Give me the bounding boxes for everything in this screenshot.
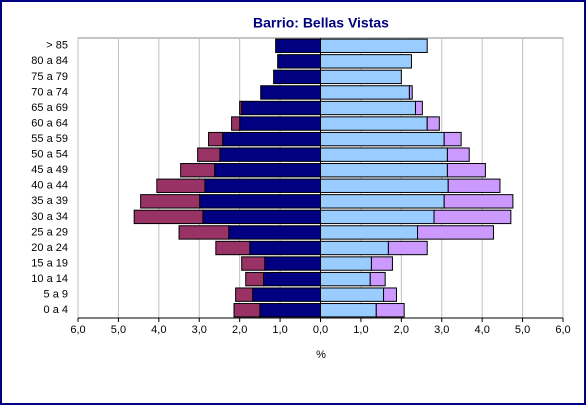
chart-title: Barrio: Bellas Vistas [253,15,389,31]
bar [320,38,428,53]
x-tick-label: 5,0 [111,324,126,336]
bar [414,100,423,116]
bar [320,85,410,100]
bar [320,100,416,116]
y-tick-label: 0 a 4 [44,304,68,316]
x-tick-label: 6,0 [70,324,85,336]
y-tick-label: 30 a 34 [31,211,68,223]
bar [264,256,322,271]
bar [320,194,445,209]
bar [369,271,386,287]
bar [202,209,321,225]
bar [222,131,321,147]
bar [320,240,389,256]
x-tick-label: 6,0 [555,324,570,336]
bar [263,271,322,287]
y-tick-label: 75 a 79 [31,71,68,83]
bar [320,163,448,178]
bar [133,209,204,225]
y-tick-label: 10 a 14 [31,273,68,285]
bar [249,240,321,256]
bar [320,69,402,85]
y-tick-label: 15 a 19 [31,257,68,269]
bar [443,131,462,147]
x-tick-label: 2,0 [394,324,409,336]
bar [235,287,254,302]
x-tick-label: 1,0 [353,324,368,336]
bar [417,225,494,240]
bar [408,85,413,100]
bar [239,116,322,131]
y-tick-label: 5 a 9 [44,289,68,301]
x-tick-label: 4,0 [475,324,490,336]
y-tick-label: 80 a 84 [31,55,68,67]
y-tick-label: 60 a 64 [31,117,68,129]
bar [219,147,321,162]
bar [228,225,321,240]
bar [320,147,448,162]
bar [320,178,449,193]
bar [375,303,405,318]
bar [443,194,514,209]
bar [204,178,322,193]
bar [320,256,372,271]
y-tick-label: 35 a 39 [31,195,68,207]
y-tick-label: 55 a 59 [31,133,68,145]
bar [446,163,486,178]
bar [260,85,321,100]
y-tick-label: > 85 [46,40,68,52]
x-tick-label: 3,0 [434,324,449,336]
bar [370,256,393,271]
y-tick-label: 25 a 29 [31,226,68,238]
bar [383,287,397,302]
bar [180,163,216,178]
bar [320,225,418,240]
bar [197,147,221,162]
bar [199,194,321,209]
bar [446,147,470,162]
bar [233,303,261,318]
bar [208,131,224,147]
y-tick-label: 50 a 54 [31,149,68,161]
x-tick-label: 0,0 [313,324,328,336]
bar [275,38,322,53]
x-tick-label: 3,0 [192,324,207,336]
x-tick-label: 1,0 [272,324,287,336]
bar [320,116,428,131]
bar [156,178,206,193]
bar [387,240,428,256]
x-tick-label: 5,0 [515,324,530,336]
x-tick-label: 4,0 [151,324,166,336]
bar [447,178,501,193]
bar [241,256,266,271]
bar [320,54,412,69]
y-tick-label: 70 a 74 [31,86,68,98]
y-tick-label: 45 a 49 [31,164,68,176]
bar [178,225,230,240]
bar [259,303,321,318]
bar [273,69,322,85]
bar [433,209,512,225]
y-tick-label: 40 a 44 [31,180,68,192]
bar [320,287,385,302]
bar [277,54,321,69]
bar [215,240,251,256]
bar [239,100,243,116]
x-tick-label: 2,0 [232,324,247,336]
bar [320,303,377,318]
x-axis-label: % [316,349,326,361]
bar [320,271,371,287]
y-tick-label: 65 a 69 [31,102,68,114]
bar [241,100,321,116]
bar [320,131,445,147]
bar [245,271,265,287]
bar [214,163,322,178]
bar [140,194,201,209]
bar [426,116,440,131]
bar [252,287,322,302]
bar [320,209,435,225]
y-tick-label: 20 a 24 [31,242,68,254]
bar [231,116,241,131]
